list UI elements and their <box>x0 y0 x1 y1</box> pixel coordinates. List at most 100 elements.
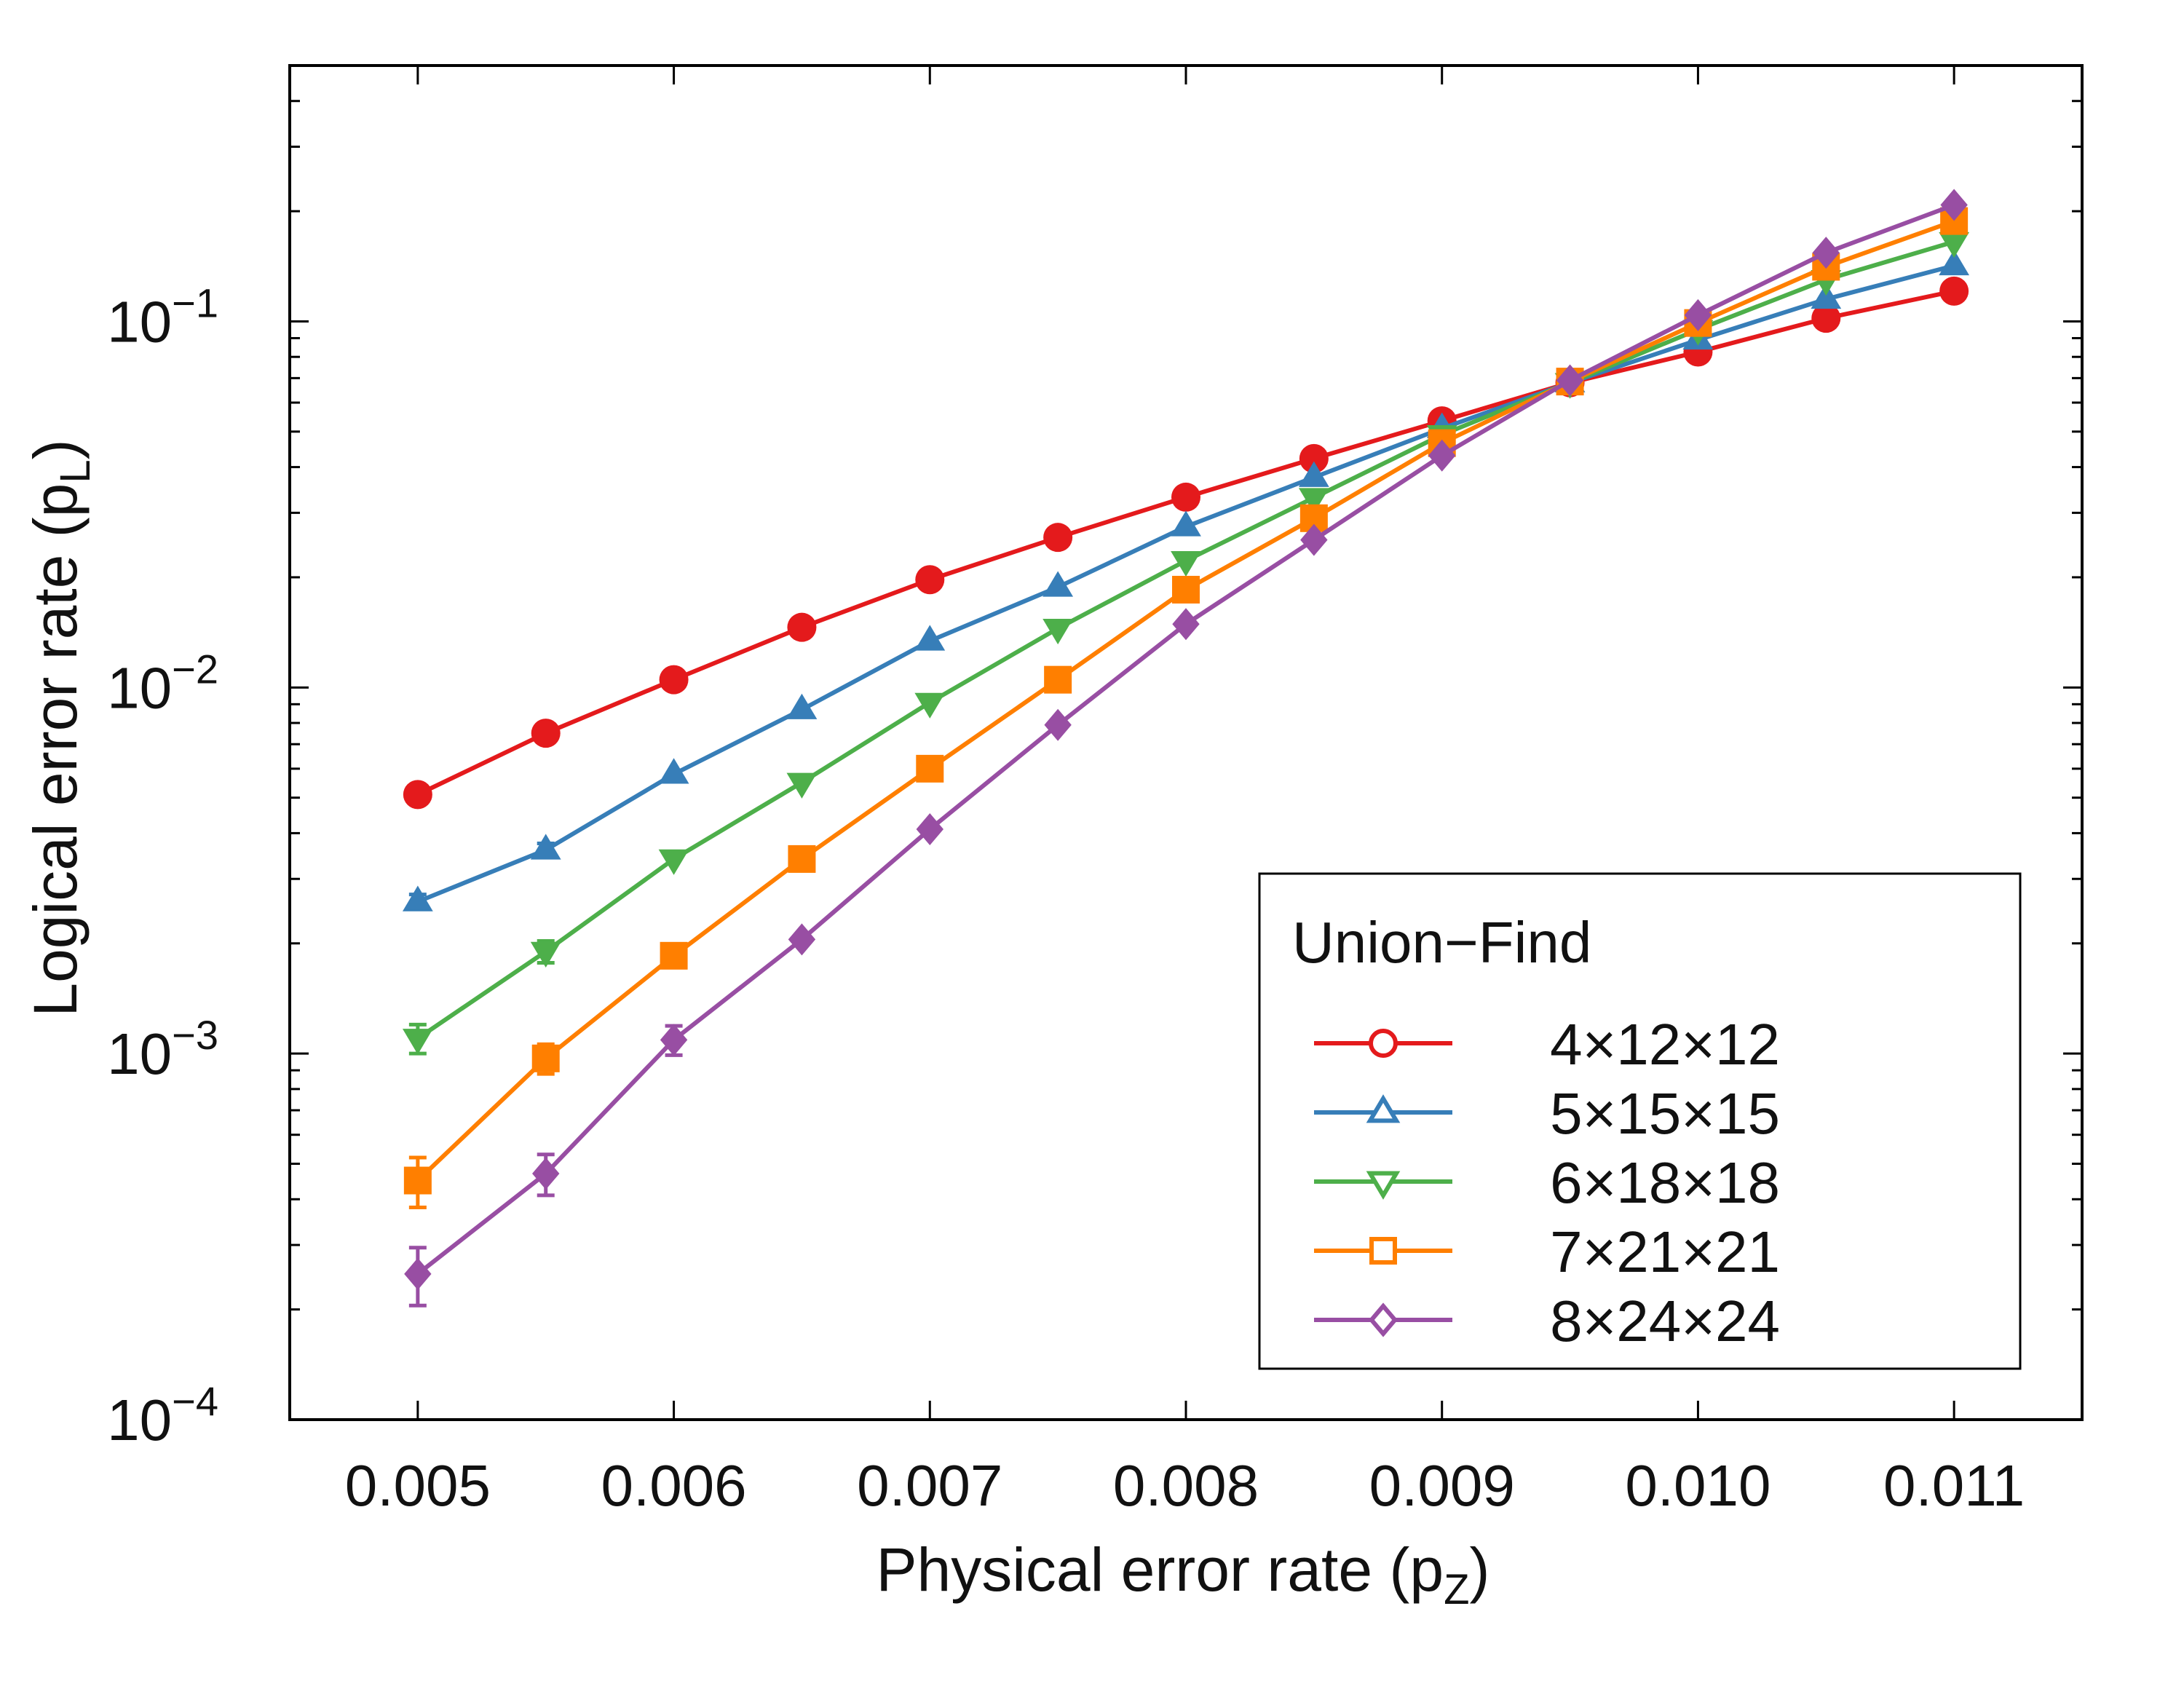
data-point <box>1428 439 1456 472</box>
y-tick-exponent: −1 <box>172 280 218 325</box>
legend-label: 4×12×12 <box>1550 1012 1780 1077</box>
data-point <box>531 719 561 748</box>
data-point <box>788 845 816 873</box>
y-tick-label: 10−3 <box>107 1012 218 1086</box>
legend-swatch-marker <box>1366 1094 1401 1123</box>
x-tick-labels: 0.005 0.006 0.007 0.008 0.009 0.010 0.011 <box>345 1453 2025 1518</box>
data-point <box>532 1158 560 1190</box>
legend-swatch-marker <box>1369 1029 1398 1058</box>
legend-label: 7×21×21 <box>1550 1219 1780 1284</box>
legend-item: 7×21×21 <box>1314 1219 1780 1284</box>
data-point <box>1939 276 1969 306</box>
data-point <box>403 780 432 810</box>
data-point <box>1042 618 1074 645</box>
legend-swatch-marker <box>1366 1171 1401 1200</box>
x-tick-label: 0.008 <box>1113 1453 1259 1518</box>
data-point <box>1812 237 1840 269</box>
data-point <box>660 1024 688 1056</box>
x-tick-label: 0.007 <box>857 1453 1002 1518</box>
x-tick-label: 0.006 <box>601 1453 746 1518</box>
legend-label: 8×24×24 <box>1550 1289 1780 1353</box>
legend-swatch-marker <box>1368 1302 1398 1337</box>
y-axis-label-main: Logical error rate (p <box>21 483 90 1017</box>
data-point <box>915 565 945 595</box>
data-point <box>1171 510 1201 537</box>
data-point <box>1300 523 1328 556</box>
y-axis-label-end: ) <box>21 439 90 459</box>
legend-item: 5×15×15 <box>1314 1081 1780 1146</box>
y-tick-exponent: −4 <box>172 1378 218 1424</box>
data-point <box>403 1166 432 1195</box>
data-point <box>1044 665 1072 694</box>
data-point <box>787 612 817 642</box>
y-tick-base: 10 <box>107 1021 172 1086</box>
x-tick-label: 0.009 <box>1369 1453 1515 1518</box>
legend-title: Union−Find <box>1292 910 1591 975</box>
data-point <box>1939 232 1970 258</box>
y-tick-base: 10 <box>107 289 172 354</box>
data-point <box>1684 298 1712 331</box>
data-point <box>404 1257 432 1290</box>
x-axis-label-end: ) <box>1470 1535 1490 1604</box>
data-point <box>1298 461 1329 487</box>
plot-frame <box>288 64 2084 1421</box>
data-point <box>1044 708 1072 741</box>
legend-label: 5×15×15 <box>1550 1081 1780 1146</box>
data-point <box>1171 482 1200 512</box>
data-point <box>660 941 688 970</box>
axis-ticks <box>290 64 2082 1421</box>
y-tick-label: 10−2 <box>107 646 218 720</box>
data-point <box>914 692 946 719</box>
legend-item: 8×24×24 <box>1314 1289 1780 1353</box>
x-axis-label: Physical error rate (pZ) <box>876 1535 1489 1613</box>
y-tick-base: 10 <box>107 1388 172 1452</box>
data-point <box>786 772 818 799</box>
y-axis-label: Logical error rate (pL) <box>21 439 99 1016</box>
x-tick-label: 0.011 <box>1883 1453 2025 1518</box>
data-point <box>914 625 946 651</box>
y-tick-label: 10−1 <box>107 280 218 354</box>
data-point <box>1811 304 1841 333</box>
data-point <box>788 923 816 956</box>
y-tick-exponent: −3 <box>172 1012 218 1058</box>
legend-items: 4×12×125×15×156×18×187×21×218×24×24 <box>1314 1012 1780 1353</box>
x-tick-label: 0.010 <box>1625 1453 1770 1518</box>
data-point <box>1811 282 1842 309</box>
data-point <box>1298 488 1329 514</box>
data-point <box>1556 364 1584 397</box>
data-point <box>1939 249 1970 276</box>
data-point <box>658 849 689 875</box>
series-group <box>404 189 1968 1308</box>
x-axis-label-subscript: Z <box>1444 1566 1469 1613</box>
data-point <box>1042 571 1074 597</box>
data-point <box>531 1044 560 1072</box>
legend-swatch-marker <box>1369 1237 1397 1265</box>
y-tick-base: 10 <box>107 655 172 720</box>
x-axis-label-main: Physical error rate (p <box>876 1535 1444 1604</box>
data-point <box>1299 443 1329 473</box>
y-tick-labels: 10−110−210−310−4 <box>107 280 218 1452</box>
series-layer <box>402 189 1970 1308</box>
legend: Union−Find 4×12×125×15×156×18×187×21×218… <box>1258 872 2022 1370</box>
data-point <box>530 834 561 860</box>
data-point <box>530 941 561 968</box>
data-point <box>402 885 433 911</box>
data-point <box>1172 608 1200 641</box>
y-axis-label-subscript: L <box>52 459 99 483</box>
data-point <box>1043 523 1073 553</box>
y-tick-exponent: −2 <box>172 646 218 692</box>
data-point <box>1171 550 1201 577</box>
legend-label: 6×18×18 <box>1550 1150 1780 1215</box>
y-tick-label: 10−4 <box>107 1378 218 1452</box>
x-tick-label: 0.005 <box>345 1453 491 1518</box>
data-point <box>916 813 943 846</box>
data-point <box>786 693 818 719</box>
data-point <box>658 758 689 784</box>
data-point <box>1940 189 1968 221</box>
data-point <box>916 754 944 783</box>
data-point <box>1172 575 1200 604</box>
data-point <box>659 665 689 695</box>
data-point <box>402 1029 433 1055</box>
